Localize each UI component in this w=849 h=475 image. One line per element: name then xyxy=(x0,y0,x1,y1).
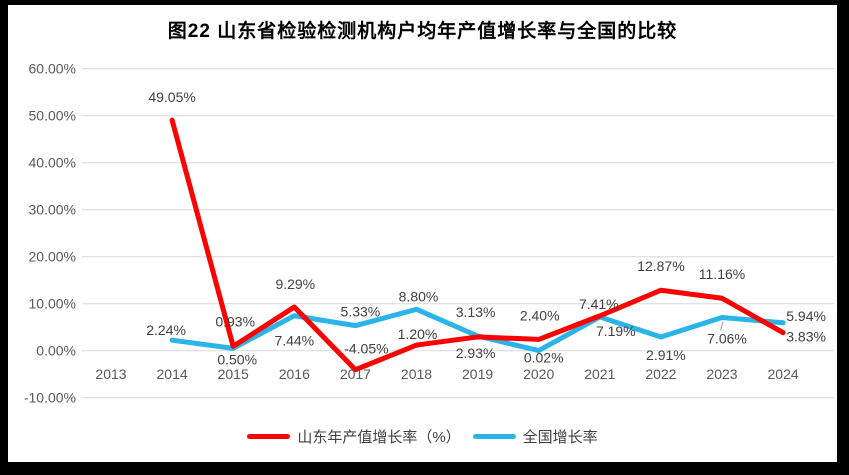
chart-title: 图22 山东省检验检测机构户均年产值增长率与全国的比较 xyxy=(167,21,678,42)
data-label-national-2024: 5.94% xyxy=(786,308,826,324)
x-axis-year-label: 2019 xyxy=(462,366,493,382)
x-axis-year-label: 2024 xyxy=(768,366,799,382)
x-axis-year-label: 2023 xyxy=(706,366,737,382)
data-label-shandong-2017: -4.05% xyxy=(344,341,388,357)
data-label-national-2018: 8.80% xyxy=(399,288,439,304)
y-axis-tick-label: 20.00% xyxy=(29,249,76,265)
data-label-shandong-2021: 7.41% xyxy=(579,296,619,312)
data-label-shandong-2019: 2.93% xyxy=(456,345,496,361)
data-label-national-2022: 2.91% xyxy=(646,347,686,363)
data-label-shandong-2015: 0.93% xyxy=(215,313,255,329)
y-axis-tick-label: 40.00% xyxy=(29,155,76,171)
x-axis-year-label: 2018 xyxy=(401,366,432,382)
data-label-national-2014: 2.24% xyxy=(146,322,186,338)
x-axis-year-label: 2016 xyxy=(279,366,310,382)
y-axis-tick-label: -10.00% xyxy=(24,390,76,406)
data-label-shandong-2023: 11.16% xyxy=(699,266,745,282)
y-axis-tick-label: 50.00% xyxy=(29,108,76,124)
data-label-shandong-2024: 3.83% xyxy=(786,329,826,345)
data-label-national-2015: 0.50% xyxy=(217,351,257,367)
data-label-national-2020: 0.02% xyxy=(524,350,564,366)
chart-legend: 山东年产值增长率（%） 全国增长率 xyxy=(8,426,837,447)
legend-label-shandong: 山东年产值增长率（%） xyxy=(297,429,461,446)
x-axis-year-label: 2015 xyxy=(218,366,249,382)
x-axis-year-label: 2020 xyxy=(523,366,554,382)
label-leader-line xyxy=(720,321,724,331)
x-axis-year-label: 2017 xyxy=(340,366,371,382)
data-label-shandong-2018: 1.20% xyxy=(398,326,438,342)
x-axis-year-label: 2022 xyxy=(645,366,676,382)
data-label-shandong-2022: 12.87% xyxy=(637,258,684,274)
y-axis-tick-label: 0.00% xyxy=(36,343,76,359)
chart-canvas xyxy=(8,5,837,462)
data-label-shandong-2014: 49.05% xyxy=(148,89,195,105)
legend-label-national: 全国增长率 xyxy=(522,429,598,446)
data-label-national-2016: 7.44% xyxy=(274,333,314,349)
legend-swatch-shandong-icon xyxy=(247,434,291,439)
data-label-national-2021: 7.19% xyxy=(596,323,636,339)
y-axis-tick-label: 30.00% xyxy=(29,202,76,218)
legend-item-national: 全国增长率 xyxy=(472,426,598,447)
y-axis-tick-label: 60.00% xyxy=(29,61,76,77)
data-label-national-2019: 3.13% xyxy=(456,304,496,320)
x-axis-year-label: 2014 xyxy=(157,366,188,382)
data-label-shandong-2016: 9.29% xyxy=(275,276,315,292)
legend-swatch-national-icon xyxy=(472,434,516,439)
y-axis-tick-label: 10.00% xyxy=(29,296,76,312)
data-label-shandong-2020: 2.40% xyxy=(520,307,560,323)
x-axis-year-label: 2021 xyxy=(584,366,615,382)
x-axis-year-label: 2013 xyxy=(95,366,126,382)
series-line-shandong xyxy=(169,117,786,373)
legend-item-shandong: 山东年产值增长率（%） xyxy=(247,426,461,447)
data-label-national-2017: 5.33% xyxy=(341,304,381,320)
data-label-national-2023: 7.06% xyxy=(707,331,747,347)
